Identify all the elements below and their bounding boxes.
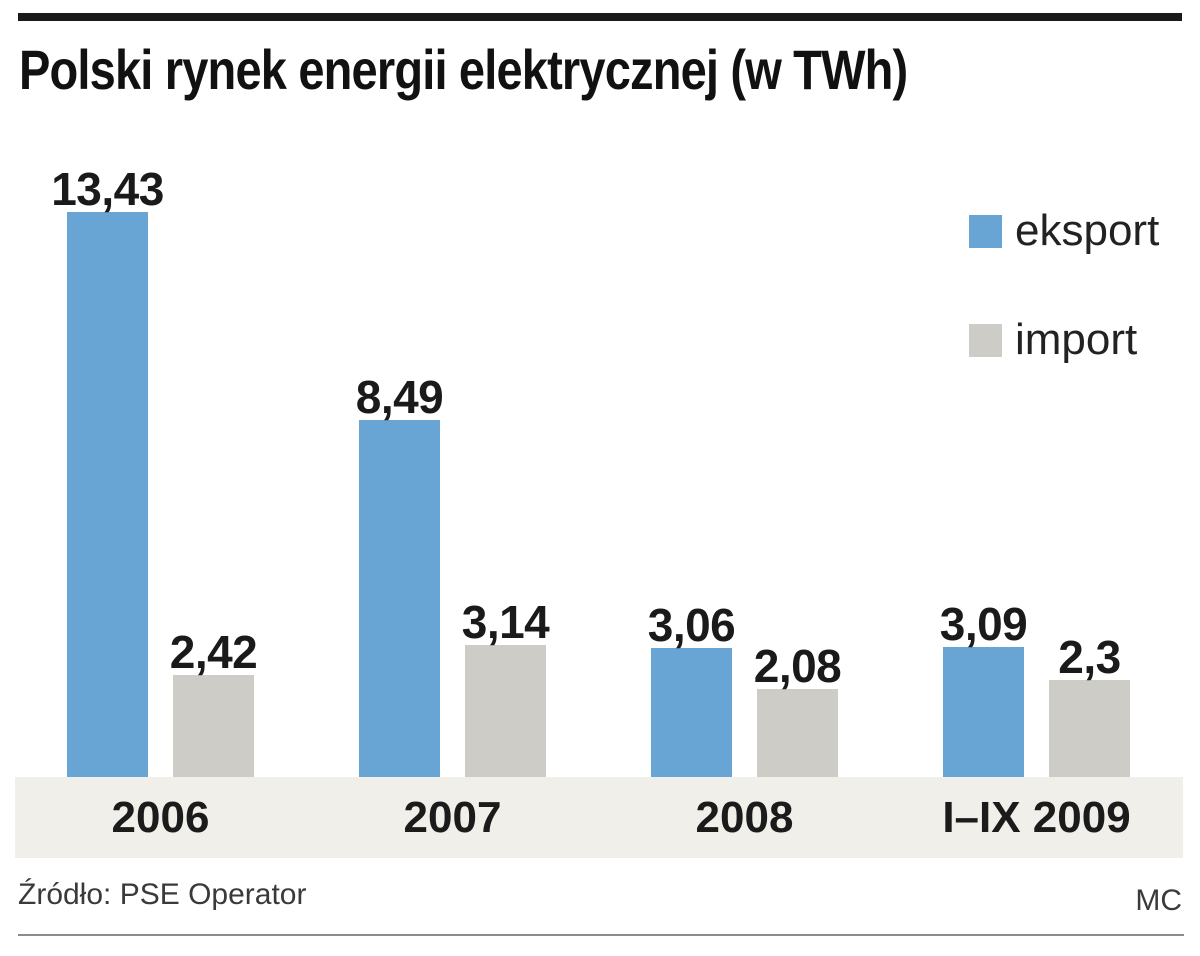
legend-label-import: import <box>1015 315 1138 364</box>
value-label-eksport-2008: 3,06 <box>647 599 736 651</box>
import-swatch-icon <box>969 323 1002 357</box>
value-label-import-2006: 2,42 <box>169 626 258 678</box>
bar-import-2006 <box>173 675 254 777</box>
x-tick-I-IX-2009: I–IX 2009 <box>942 792 1131 842</box>
bar-eksport-I-IX-2009 <box>943 647 1024 777</box>
bar-eksport-2006 <box>67 212 148 777</box>
value-label-eksport-I-IX-2009: 3,09 <box>939 598 1028 650</box>
x-tick-2006: 2006 <box>111 792 210 842</box>
chart-title: Polski rynek energii elektrycznej (w TWh… <box>19 38 908 101</box>
bar-import-I-IX-2009 <box>1049 680 1130 777</box>
bottom-rule <box>18 934 1184 936</box>
bar-chart: 13,43 2,42 2006 8,49 3,14 2007 3,06 2,08 2008 3,0… <box>0 140 1200 858</box>
bar-eksport-2007 <box>359 420 440 777</box>
x-tick-2008: 2008 <box>695 792 794 842</box>
legend-label-eksport: eksport <box>1015 206 1160 255</box>
bar-import-2008 <box>757 689 838 777</box>
legend-item-import: import <box>969 315 1137 365</box>
value-label-eksport-2007: 8,49 <box>355 371 444 423</box>
value-label-import-2007: 3,14 <box>461 596 550 648</box>
eksport-swatch-icon <box>969 214 1002 248</box>
x-tick-2007: 2007 <box>403 792 502 842</box>
top-rule <box>18 13 1182 21</box>
author-initials: MC <box>1135 884 1182 917</box>
value-label-eksport-2006: 13,43 <box>51 163 164 215</box>
source-note: Źródło: PSE Operator <box>18 878 307 911</box>
bar-eksport-2008 <box>651 648 732 777</box>
value-label-import-2008: 2,08 <box>753 640 842 692</box>
bar-import-2007 <box>465 645 546 777</box>
x-axis-band <box>15 777 1183 858</box>
value-label-import-I-IX-2009: 2,3 <box>1058 631 1121 683</box>
legend-item-eksport: eksport <box>969 206 1159 256</box>
